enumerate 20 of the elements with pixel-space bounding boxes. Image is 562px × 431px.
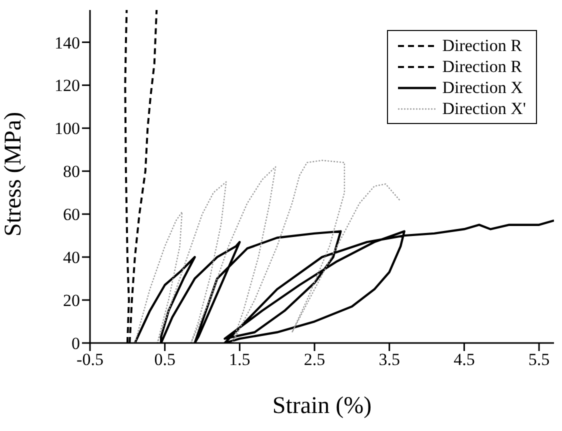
x-tick-label: 2.5 <box>304 350 326 370</box>
x-tick-label: 4.5 <box>454 350 475 370</box>
legend-label: Direction R <box>442 35 522 56</box>
line-series <box>134 160 402 343</box>
y-tick-label: 80 <box>63 162 80 182</box>
x-tick-label: 3.5 <box>378 350 400 370</box>
x-axis-title: Strain (%) <box>272 393 372 419</box>
legend-label: Direction X <box>442 77 523 98</box>
x-tick-label: 5.5 <box>528 350 550 370</box>
x-tick-label: 0.5 <box>154 350 176 370</box>
y-tick-label: 140 <box>54 33 80 52</box>
legend-label: Direction X' <box>442 98 526 119</box>
y-tick-label: 60 <box>63 205 80 224</box>
y-axis-title: Stress (MPa) <box>0 112 27 236</box>
x-tick-label: 1.5 <box>229 350 250 370</box>
y-tick-label: 100 <box>54 119 80 138</box>
y-tick-label: 120 <box>54 76 80 96</box>
y-tick-label: 40 <box>63 248 80 268</box>
legend-label: Direction R <box>442 56 522 77</box>
y-tick-label: 20 <box>63 291 80 310</box>
